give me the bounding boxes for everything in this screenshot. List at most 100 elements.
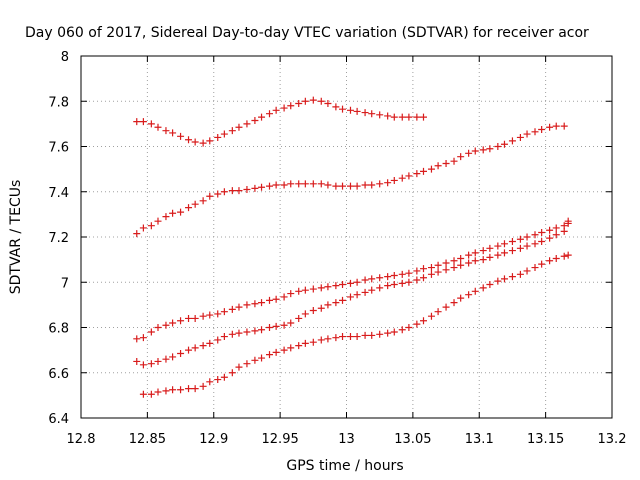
- data-point: [258, 183, 266, 191]
- data-point: [287, 180, 295, 188]
- data-point: [398, 326, 406, 334]
- data-point: [427, 312, 435, 320]
- data-point: [177, 132, 185, 140]
- series-track-5: [133, 96, 427, 147]
- data-point: [376, 274, 384, 282]
- data-point: [332, 182, 340, 190]
- data-point: [280, 321, 288, 329]
- data-point: [368, 110, 376, 118]
- data-point: [457, 254, 465, 262]
- data-point: [516, 133, 524, 141]
- data-point: [332, 282, 340, 290]
- x-tick-label: 12.85: [129, 432, 166, 447]
- data-point: [413, 113, 421, 121]
- data-point: [309, 338, 317, 346]
- data-point: [479, 256, 487, 264]
- data-point: [538, 238, 546, 246]
- data-point: [560, 122, 568, 130]
- data-point: [185, 314, 193, 322]
- data-point: [457, 261, 465, 269]
- data-point: [531, 240, 539, 248]
- x-tick-label: 13.2: [598, 432, 627, 447]
- data-point: [317, 97, 325, 105]
- data-point: [139, 224, 147, 232]
- data-point: [154, 388, 162, 396]
- data-point: [251, 356, 259, 364]
- data-point: [465, 149, 473, 157]
- data-point: [346, 293, 354, 301]
- x-tick-label: 12.9: [199, 432, 228, 447]
- data-point: [442, 259, 450, 267]
- data-point: [295, 180, 303, 188]
- data-point: [361, 331, 369, 339]
- data-point: [538, 228, 546, 236]
- data-point: [508, 273, 516, 281]
- tick-layer: 12.8 12.85 12.9 12.95 13 13.05 13.1 13.15 13.2 6.…: [48, 50, 626, 447]
- data-point: [516, 270, 524, 278]
- data-point: [457, 294, 465, 302]
- data-point: [133, 230, 141, 238]
- data-point: [353, 333, 361, 341]
- data-point: [479, 146, 487, 154]
- data-point: [546, 226, 554, 234]
- data-point: [206, 311, 214, 319]
- data-point: [287, 344, 295, 352]
- data-point: [220, 373, 228, 381]
- data-point: [332, 299, 340, 307]
- data-point: [251, 300, 259, 308]
- data-point: [266, 324, 274, 331]
- data-point: [564, 219, 572, 227]
- x-tick-label: 13.05: [394, 432, 431, 447]
- data-point: [471, 249, 479, 257]
- y-tick-label: 6.8: [48, 322, 69, 337]
- data-point: [419, 317, 427, 325]
- data-point: [243, 185, 251, 193]
- data-point: [339, 281, 347, 289]
- data-point: [228, 330, 236, 338]
- data-point: [398, 113, 406, 121]
- data-point: [266, 110, 274, 118]
- data-point: [384, 179, 392, 187]
- data-point: [500, 240, 508, 248]
- data-point: [361, 276, 369, 284]
- data-point: [390, 328, 398, 336]
- data-point: [368, 181, 376, 189]
- data-point: [133, 357, 141, 365]
- data-point: [479, 247, 487, 255]
- data-point: [531, 231, 539, 239]
- data-point: [280, 346, 288, 354]
- data-point: [185, 136, 193, 144]
- data-point: [465, 259, 473, 267]
- y-axis-title: SDTVAR / TECUs: [8, 180, 24, 295]
- data-point: [508, 238, 516, 246]
- data-point: [427, 264, 435, 272]
- data-point: [309, 180, 317, 188]
- data-point: [500, 140, 508, 148]
- data-point: [332, 334, 340, 342]
- data-point: [147, 390, 155, 398]
- data-point: [191, 138, 199, 146]
- data-point: [147, 120, 155, 128]
- data-point: [301, 286, 309, 294]
- data-point: [427, 270, 435, 278]
- data-point: [324, 100, 332, 108]
- data-point: [419, 113, 427, 121]
- data-point: [413, 320, 421, 328]
- data-point: [486, 244, 494, 252]
- data-point: [169, 386, 177, 394]
- x-tick-label: 12.8: [67, 432, 96, 447]
- data-point: [339, 296, 347, 304]
- data-point: [450, 264, 458, 272]
- data-point: [398, 270, 406, 278]
- data-point: [390, 281, 398, 289]
- data-point: [258, 326, 266, 334]
- data-point: [139, 361, 147, 369]
- data-point: [301, 310, 309, 318]
- data-point: [516, 244, 524, 252]
- data-point: [295, 342, 303, 350]
- data-point: [405, 324, 413, 331]
- data-point: [353, 107, 361, 115]
- data-point: [272, 322, 280, 330]
- data-point: [266, 182, 274, 190]
- data-point: [471, 257, 479, 265]
